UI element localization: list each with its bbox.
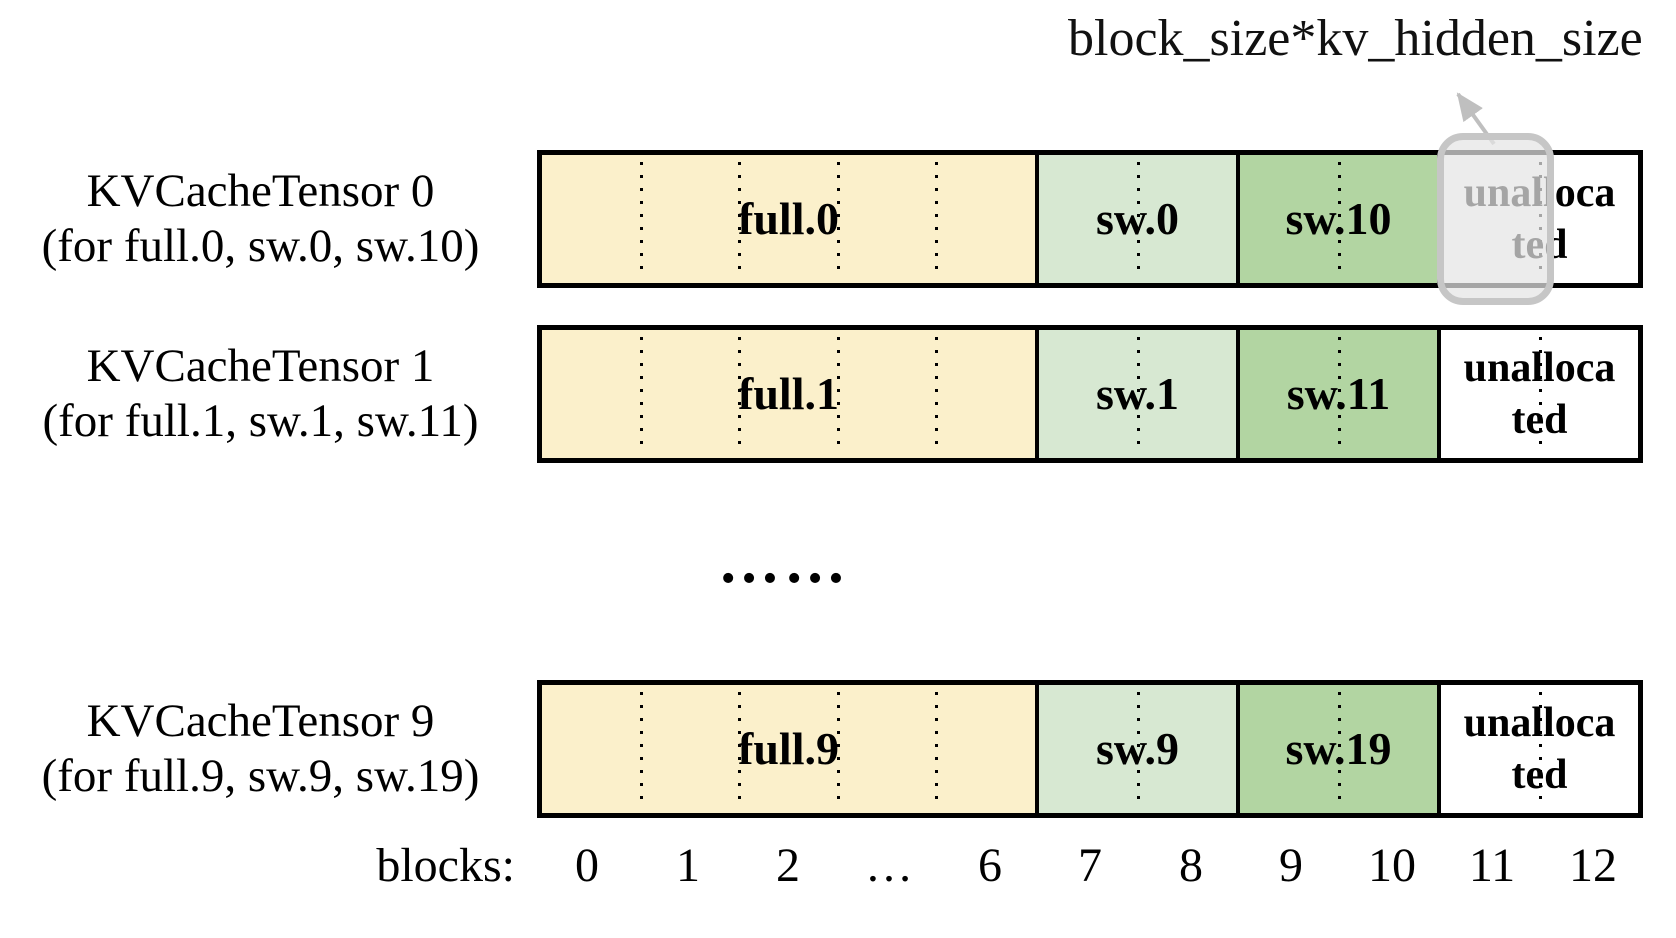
block-divider <box>1136 337 1140 451</box>
row-0-subtitle: (for full.0, sw.0, sw.10) <box>41 220 480 272</box>
block-divider <box>1538 692 1542 806</box>
block-divider <box>1538 337 1542 451</box>
segment-label: full.1 <box>738 367 839 419</box>
row-1-title: KVCacheTensor 1 <box>86 340 435 393</box>
segment-sw-10: sw.10 <box>1236 155 1437 283</box>
block-divider <box>1136 162 1140 276</box>
axis-tick-10: 10 <box>1368 839 1416 892</box>
segment-sw-0: sw.0 <box>1035 155 1236 283</box>
segment-label: sw.0 <box>1095 192 1180 244</box>
axis-tick-11: 11 <box>1468 839 1516 892</box>
row-1-label: KVCacheTensor 1 (for full.1, sw.1, sw.11… <box>8 325 513 463</box>
row-0-label: KVCacheTensor 0 (for full.0, sw.0, sw.10… <box>8 150 513 288</box>
axis-tick-8: 8 <box>1179 839 1203 892</box>
segment-label: sw.1 <box>1095 367 1180 419</box>
row-9-subtitle: (for full.9, sw.9, sw.19) <box>41 750 480 802</box>
axis-tick-7: 7 <box>1078 839 1102 892</box>
axis-tick-2: 2 <box>776 839 800 892</box>
segment-label: sw.11 <box>1286 367 1391 419</box>
segment-full-1: full.1 <box>542 330 1035 458</box>
tensor-row-1: KVCacheTensor 1 (for full.1, sw.1, sw.11… <box>0 325 1676 463</box>
block-highlight-box <box>1437 133 1554 305</box>
segment-sw-11: sw.11 <box>1236 330 1437 458</box>
segment-label: unallocated <box>1463 699 1616 799</box>
block-divider <box>1337 162 1341 276</box>
segment-sw-9: sw.9 <box>1035 685 1236 813</box>
tensor-row-9: KVCacheTensor 9 (for full.9, sw.9, sw.19… <box>0 680 1676 818</box>
block-divider <box>639 692 643 806</box>
block-divider <box>1136 692 1140 806</box>
row-0-title: KVCacheTensor 0 <box>86 165 435 218</box>
segment-sw-19: sw.19 <box>1236 685 1437 813</box>
segment-full-0: full.0 <box>542 155 1035 283</box>
segment-sw-1: sw.1 <box>1035 330 1236 458</box>
block-divider <box>836 337 840 451</box>
block-divider <box>1337 337 1341 451</box>
block-divider <box>738 692 742 806</box>
axis-tick-0: 0 <box>575 839 599 892</box>
row-9-title: KVCacheTensor 9 <box>86 695 435 748</box>
blocks-axis-label: blocks: <box>376 839 515 892</box>
row-9-label: KVCacheTensor 9 (for full.9, sw.9, sw.19… <box>8 680 513 818</box>
segment-label: sw.10 <box>1285 192 1392 244</box>
tensor-row-0: KVCacheTensor 0 (for full.0, sw.0, sw.10… <box>0 150 1676 288</box>
block-divider <box>935 162 939 276</box>
block-divider <box>738 337 742 451</box>
segment-label: sw.19 <box>1285 722 1392 774</box>
segment-label: full.0 <box>738 192 839 244</box>
segment-unallocated-1: unallocated <box>1437 330 1638 458</box>
block-divider <box>639 162 643 276</box>
axis-tick-ellipsis: … <box>865 839 913 892</box>
segment-full-9: full.9 <box>542 685 1035 813</box>
row-9-bar: full.9 sw.9 sw.19 unallocated <box>537 680 1643 818</box>
axis-tick-12: 12 <box>1569 839 1617 892</box>
axis-tick-9: 9 <box>1279 839 1303 892</box>
block-divider <box>935 692 939 806</box>
segment-label: unallocated <box>1463 344 1616 444</box>
row-1-bar: full.1 sw.1 sw.11 unallocated <box>537 325 1643 463</box>
blocks-axis: blocks: 0 1 2 … 6 7 8 9 10 11 12 <box>0 838 1676 908</box>
block-divider <box>738 162 742 276</box>
row-0-bar: full.0 sw.0 sw.10 unallocated <box>537 150 1643 288</box>
segment-unallocated-9: unallocated <box>1437 685 1638 813</box>
axis-tick-1: 1 <box>676 839 700 892</box>
segment-label: full.9 <box>738 722 839 774</box>
block-size-annotation: block_size*kv_hidden_size <box>1068 10 1643 67</box>
block-divider <box>836 692 840 806</box>
block-divider <box>639 337 643 451</box>
axis-tick-6: 6 <box>978 839 1002 892</box>
block-divider <box>836 162 840 276</box>
block-divider <box>1337 692 1341 806</box>
rows-ellipsis: …… <box>718 528 850 596</box>
segment-label: sw.9 <box>1095 722 1180 774</box>
block-divider <box>935 337 939 451</box>
row-1-subtitle: (for full.1, sw.1, sw.11) <box>42 395 479 447</box>
